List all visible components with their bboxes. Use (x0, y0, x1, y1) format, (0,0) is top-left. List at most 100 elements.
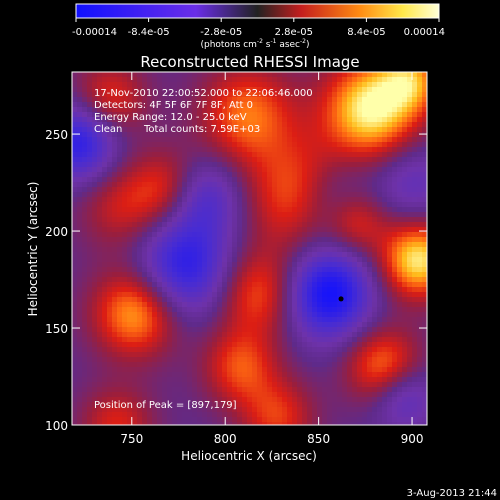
heatmap-cell (172, 92, 178, 98)
heatmap-cell (347, 162, 353, 168)
heatmap-cell (217, 417, 223, 423)
heatmap-cell (342, 337, 348, 343)
heatmap-cell (147, 197, 153, 203)
heatmap-cell (182, 357, 188, 363)
heatmap-cell (372, 387, 378, 393)
heatmap-cell (372, 407, 378, 413)
heatmap-cell (167, 237, 173, 243)
heatmap-cell (352, 367, 358, 373)
heatmap-cell (127, 397, 133, 403)
heatmap-cell (187, 377, 193, 383)
heatmap-cell (402, 257, 408, 263)
heatmap-cell (322, 137, 328, 143)
heatmap-cell (167, 387, 173, 393)
heatmap-cell (172, 252, 178, 258)
heatmap-cell (367, 252, 373, 258)
heatmap-cell (102, 332, 108, 338)
heatmap-cell (407, 142, 413, 148)
heatmap-cell (362, 377, 368, 383)
heatmap-cell (167, 162, 173, 168)
heatmap-cell (407, 247, 413, 253)
heatmap-cell (117, 142, 123, 148)
heatmap-cell (202, 332, 208, 338)
heatmap-cell (192, 417, 198, 423)
heatmap-cell (262, 267, 268, 273)
heatmap-cell (302, 167, 308, 173)
heatmap-cell (282, 212, 288, 218)
heatmap-cell (287, 342, 293, 348)
heatmap-cell (247, 357, 253, 363)
heatmap-cell (307, 412, 313, 418)
heatmap-cell (312, 252, 318, 258)
heatmap-cell (402, 222, 408, 228)
heatmap-cell (322, 332, 328, 338)
heatmap-cell (107, 417, 113, 423)
heatmap-cell (387, 237, 393, 243)
heatmap-cell (272, 167, 278, 173)
heatmap-cell (87, 222, 93, 228)
heatmap-cell (212, 172, 218, 178)
heatmap-cell (152, 327, 158, 333)
heatmap-cell (417, 307, 423, 313)
heatmap-cell (192, 322, 198, 328)
heatmap-cell (417, 377, 423, 383)
heatmap-cell (392, 302, 398, 308)
heatmap-cell (257, 367, 263, 373)
heatmap-cell (172, 272, 178, 278)
heatmap-cell (372, 82, 378, 88)
heatmap-cell (382, 122, 388, 128)
heatmap-cell (217, 412, 223, 418)
heatmap-cell (112, 197, 118, 203)
heatmap-cell (132, 397, 138, 403)
heatmap-cell (267, 302, 273, 308)
heatmap-cell (352, 292, 358, 298)
heatmap-cell (417, 177, 423, 183)
heatmap-cell (157, 307, 163, 313)
heatmap-cell (107, 387, 113, 393)
heatmap-cell (197, 92, 203, 98)
heatmap-cell (382, 277, 388, 283)
heatmap-cell (362, 197, 368, 203)
heatmap-cell (202, 347, 208, 353)
heatmap-cell (377, 402, 383, 408)
heatmap-cell (342, 167, 348, 173)
heatmap-cell (202, 82, 208, 88)
heatmap-cell (257, 362, 263, 368)
heatmap-cell (227, 332, 233, 338)
heatmap-cell (232, 182, 238, 188)
heatmap-cell (177, 127, 183, 133)
heatmap-cell (107, 402, 113, 408)
heatmap-cell (212, 212, 218, 218)
heatmap-cell (297, 202, 303, 208)
heatmap-cell (257, 337, 263, 343)
heatmap-cell (392, 292, 398, 298)
heatmap-cell (307, 402, 313, 408)
heatmap-cell (297, 227, 303, 233)
heatmap-cell (192, 197, 198, 203)
heatmap-cell (102, 132, 108, 138)
heatmap-cell (82, 97, 88, 103)
heatmap-cell (327, 172, 333, 178)
heatmap-cell (257, 232, 263, 238)
heatmap-cell (382, 127, 388, 133)
heatmap-cell (387, 197, 393, 203)
heatmap-cell (312, 97, 318, 103)
heatmap-cell (182, 117, 188, 123)
colorbar-unit-exp: -2 (257, 38, 263, 45)
heatmap-cell (272, 247, 278, 253)
heatmap-cell (267, 222, 273, 228)
heatmap-cell (127, 162, 133, 168)
heatmap-cell (392, 102, 398, 108)
heatmap-cell (307, 82, 313, 88)
heatmap-cell (397, 152, 403, 158)
heatmap-cell (377, 257, 383, 263)
heatmap-cell (227, 122, 233, 128)
heatmap-cell (357, 302, 363, 308)
heatmap-cell (122, 412, 128, 418)
heatmap-cell (302, 342, 308, 348)
heatmap-cell (247, 202, 253, 208)
heatmap-cell (377, 182, 383, 188)
heatmap-cell (367, 122, 373, 128)
heatmap-cell (322, 272, 328, 278)
heatmap-cell (152, 352, 158, 358)
